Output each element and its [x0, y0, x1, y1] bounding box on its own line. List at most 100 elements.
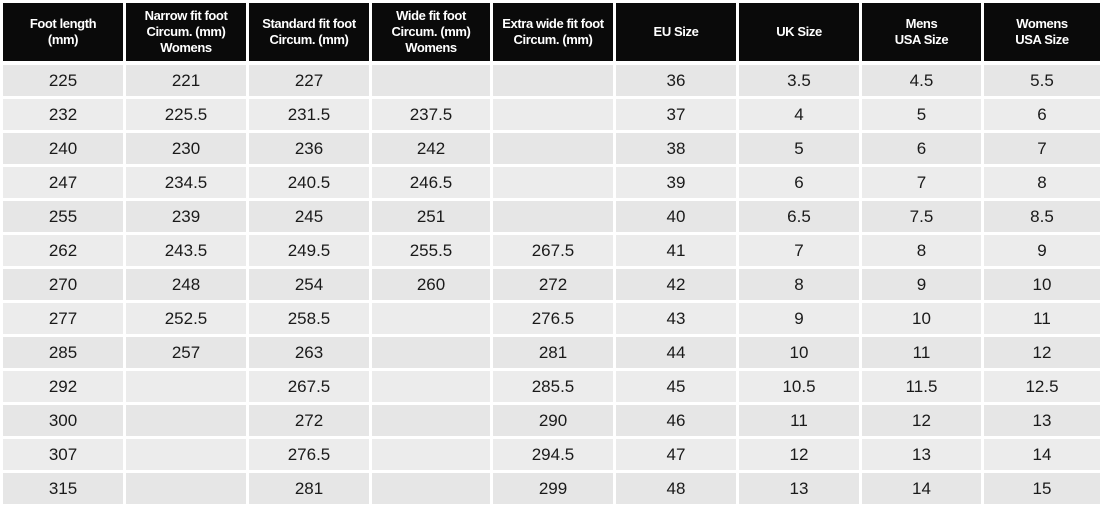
table-cell: 225 — [3, 65, 123, 96]
size-table: Foot length (mm) Narrow fit foot Circum. … — [3, 3, 1100, 504]
table-cell: 8.5 — [984, 201, 1100, 232]
table-cell: 13 — [862, 439, 981, 470]
table-cell: 6 — [739, 167, 859, 198]
table-cell: 6 — [984, 99, 1100, 130]
table-cell: 8 — [739, 269, 859, 300]
table-cell: 12 — [984, 337, 1100, 368]
header-cell: Mens USA Size — [862, 3, 981, 61]
table-cell: 272 — [249, 405, 369, 436]
table-cell — [493, 133, 613, 164]
table-cell: 13 — [984, 405, 1100, 436]
table-cell — [126, 405, 246, 436]
table-cell: 37 — [616, 99, 736, 130]
table-cell: 242 — [372, 133, 490, 164]
table-cell: 260 — [372, 269, 490, 300]
table-cell — [126, 473, 246, 504]
table-cell: 232 — [3, 99, 123, 130]
table-cell: 13 — [739, 473, 859, 504]
table-cell: 231.5 — [249, 99, 369, 130]
table-cell: 254 — [249, 269, 369, 300]
table-cell: 5 — [739, 133, 859, 164]
table-cell: 255.5 — [372, 235, 490, 266]
table-cell: 290 — [493, 405, 613, 436]
table-cell: 285.5 — [493, 371, 613, 402]
table-cell: 281 — [249, 473, 369, 504]
table-cell: 9 — [984, 235, 1100, 266]
table-cell: 257 — [126, 337, 246, 368]
table-cell: 6 — [862, 133, 981, 164]
table-cell — [126, 439, 246, 470]
table-cell: 4.5 — [862, 65, 981, 96]
table-cell: 246.5 — [372, 167, 490, 198]
table-cell: 7 — [862, 167, 981, 198]
table-cell: 39 — [616, 167, 736, 198]
table-cell: 7.5 — [862, 201, 981, 232]
table-cell — [372, 439, 490, 470]
table-cell: 11.5 — [862, 371, 981, 402]
table-cell: 11 — [862, 337, 981, 368]
table-cell: 12 — [862, 405, 981, 436]
table-cell: 258.5 — [249, 303, 369, 334]
table-cell: 41 — [616, 235, 736, 266]
header-cell: UK Size — [739, 3, 859, 61]
table-cell: 239 — [126, 201, 246, 232]
table-cell: 11 — [984, 303, 1100, 334]
table-cell: 10 — [862, 303, 981, 334]
table-cell: 5.5 — [984, 65, 1100, 96]
table-cell: 3.5 — [739, 65, 859, 96]
table-cell: 8 — [862, 235, 981, 266]
table-cell: 240.5 — [249, 167, 369, 198]
header-cell: Womens USA Size — [984, 3, 1100, 61]
table-cell: 10 — [984, 269, 1100, 300]
table-cell: 285 — [3, 337, 123, 368]
table-cell: 299 — [493, 473, 613, 504]
table-cell: 234.5 — [126, 167, 246, 198]
table-cell: 267.5 — [249, 371, 369, 402]
table-cell — [372, 405, 490, 436]
table-cell: 10.5 — [739, 371, 859, 402]
table-cell: 292 — [3, 371, 123, 402]
table-cell: 4 — [739, 99, 859, 130]
table-cell: 227 — [249, 65, 369, 96]
table-cell: 15 — [984, 473, 1100, 504]
table-cell: 281 — [493, 337, 613, 368]
table-cell: 38 — [616, 133, 736, 164]
table-cell: 48 — [616, 473, 736, 504]
table-cell: 248 — [126, 269, 246, 300]
table-cell: 8 — [984, 167, 1100, 198]
table-cell: 263 — [249, 337, 369, 368]
table-cell: 45 — [616, 371, 736, 402]
table-cell: 243.5 — [126, 235, 246, 266]
table-cell — [493, 99, 613, 130]
table-cell — [493, 201, 613, 232]
table-cell: 7 — [739, 235, 859, 266]
table-cell: 47 — [616, 439, 736, 470]
header-cell: Narrow fit foot Circum. (mm) Womens — [126, 3, 246, 61]
table-cell: 315 — [3, 473, 123, 504]
table-cell: 245 — [249, 201, 369, 232]
table-cell — [372, 371, 490, 402]
table-cell: 36 — [616, 65, 736, 96]
table-cell: 12.5 — [984, 371, 1100, 402]
table-cell: 267.5 — [493, 235, 613, 266]
table-cell — [372, 303, 490, 334]
table-cell: 300 — [3, 405, 123, 436]
table-cell: 236 — [249, 133, 369, 164]
header-cell: Extra wide fit foot Circum. (mm) — [493, 3, 613, 61]
table-cell: 42 — [616, 269, 736, 300]
table-cell: 12 — [739, 439, 859, 470]
table-cell: 14 — [984, 439, 1100, 470]
table-cell: 277 — [3, 303, 123, 334]
header-cell: Standard fit foot Circum. (mm) — [249, 3, 369, 61]
table-cell: 276.5 — [493, 303, 613, 334]
table-cell: 307 — [3, 439, 123, 470]
table-cell: 46 — [616, 405, 736, 436]
table-cell: 40 — [616, 201, 736, 232]
table-cell — [372, 337, 490, 368]
table-cell: 294.5 — [493, 439, 613, 470]
table-cell: 221 — [126, 65, 246, 96]
table-cell: 43 — [616, 303, 736, 334]
table-cell: 272 — [493, 269, 613, 300]
table-cell: 14 — [862, 473, 981, 504]
table-cell: 5 — [862, 99, 981, 130]
